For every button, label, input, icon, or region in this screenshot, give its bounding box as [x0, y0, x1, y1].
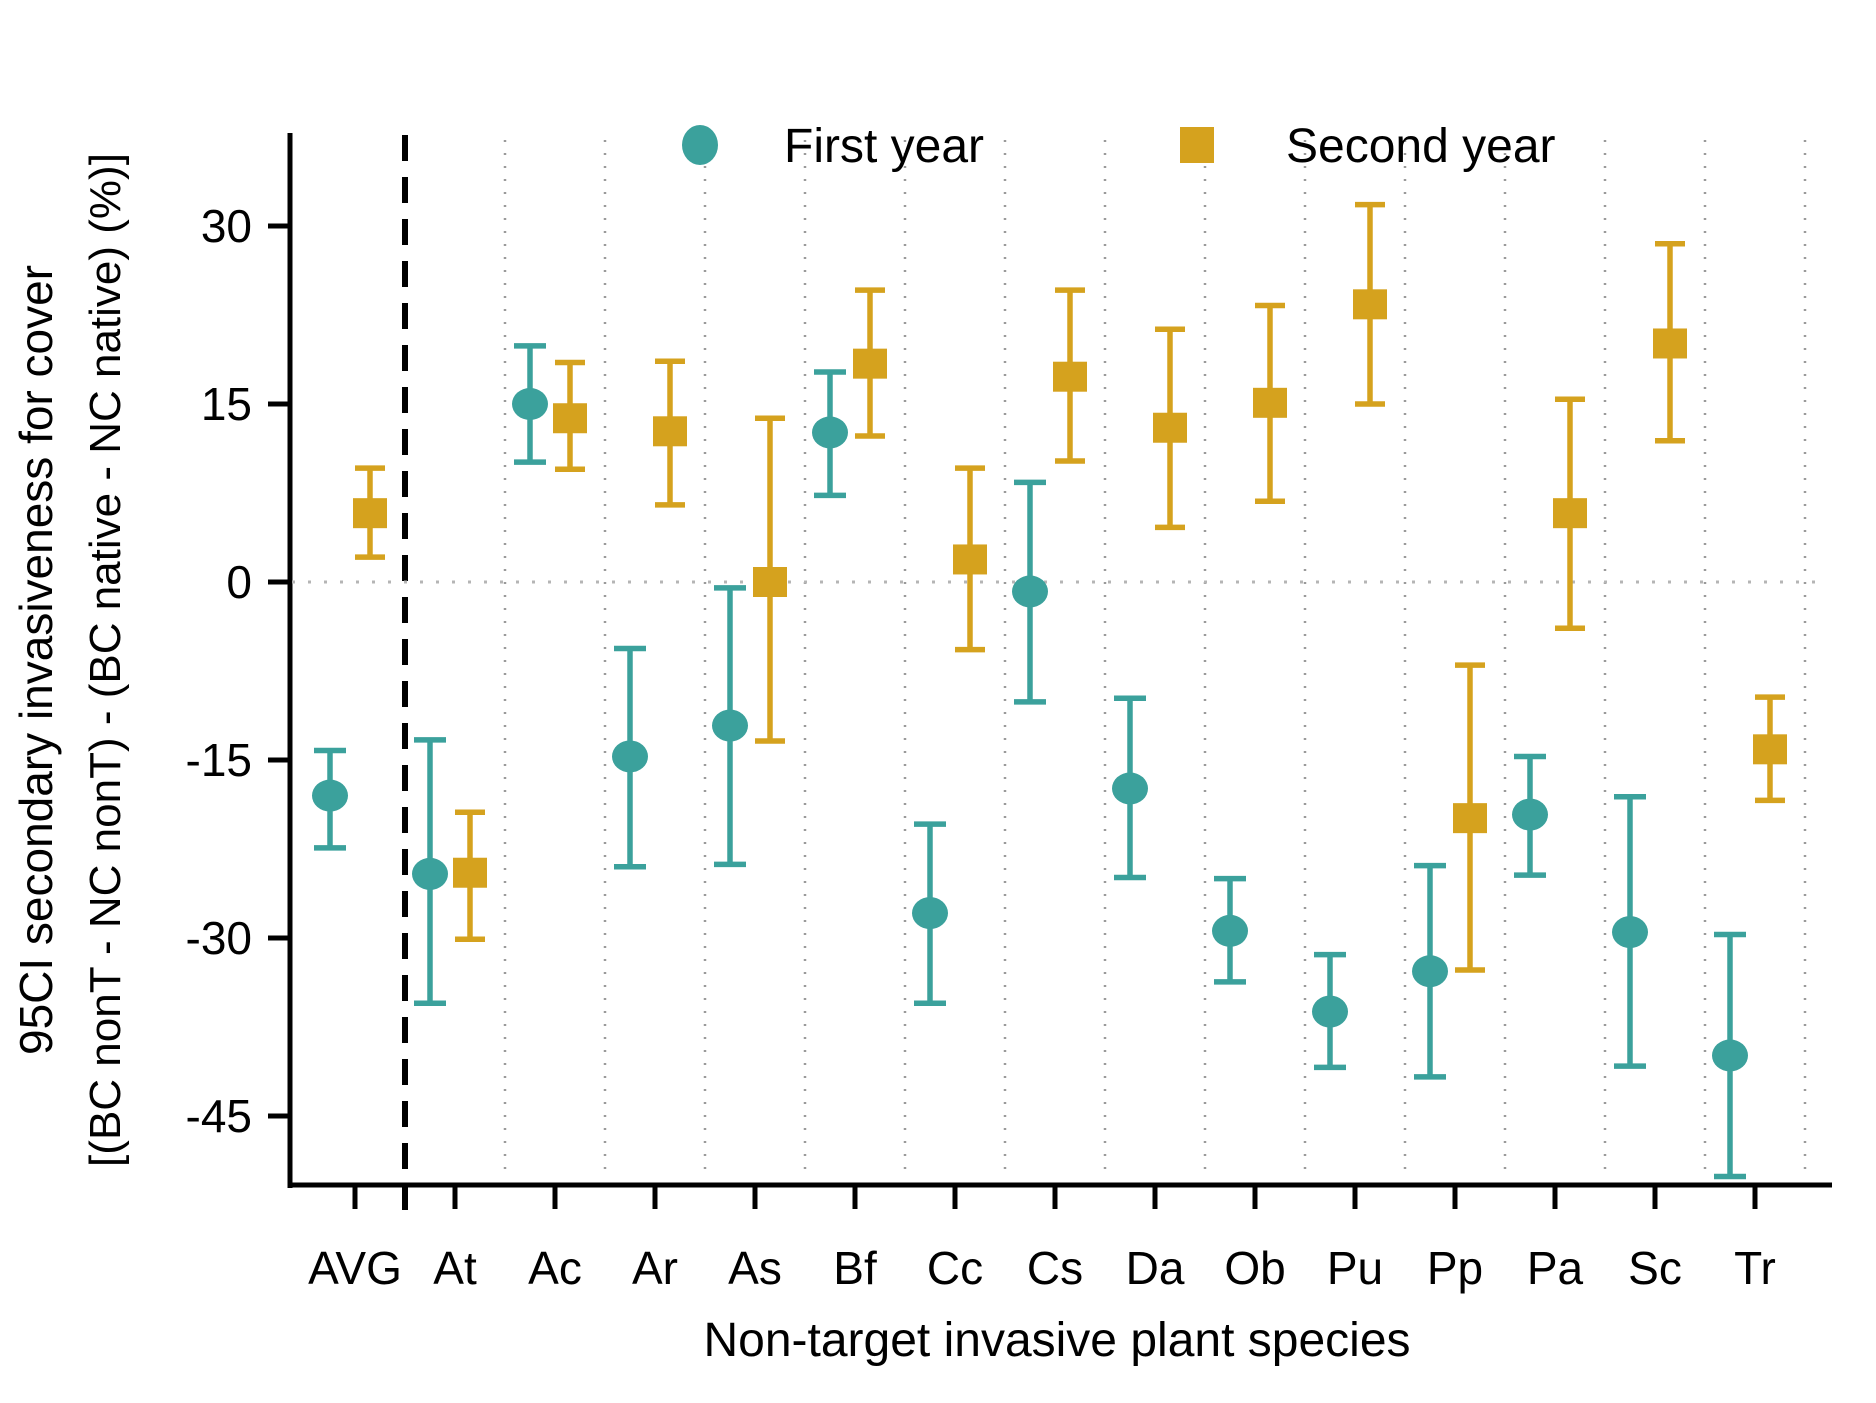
marker-second-year-ar [653, 416, 687, 447]
marker-second-year-pa [1553, 498, 1587, 529]
x-tick-label: As [728, 1242, 782, 1294]
plot-area: 30 15 0 -15 -30 -45 AVG At Ac Ar As Bf Cc Cs Da Ob Pu Pp P… [186, 135, 1820, 1294]
marker-second-year-bf [853, 348, 887, 379]
marker-second-year-da [1153, 412, 1187, 443]
legend-second-year-label: Second year [1286, 120, 1556, 173]
legend-first-year-marker-icon [682, 125, 718, 165]
y-tick-label: 0 [226, 556, 252, 608]
marker-first-year-sc [1612, 916, 1648, 949]
marker-first-year-cc [912, 897, 948, 930]
legend-first-year-label: First year [784, 120, 984, 173]
marker-first-year-pu [1312, 995, 1348, 1028]
y-tick-label: -30 [186, 912, 252, 964]
x-axis-title: Non-target invasive plant species [703, 1314, 1410, 1367]
x-tick-label: Ac [528, 1242, 582, 1294]
y-tick-label: -45 [186, 1090, 252, 1142]
y-tick-label: -15 [186, 734, 252, 786]
marker-first-year-avg [312, 779, 348, 812]
y-tick-label: 30 [201, 200, 252, 252]
marker-second-year-avg [353, 498, 387, 529]
legend-second-year-marker-icon [1180, 127, 1214, 163]
x-tick-label: Tr [1734, 1242, 1776, 1294]
x-tick-label: Ar [632, 1242, 678, 1294]
x-tick-label: Sc [1628, 1242, 1682, 1294]
marker-first-year-da [1112, 772, 1148, 805]
x-tick-label: Cc [927, 1242, 983, 1294]
marker-second-year-sc [1653, 328, 1687, 359]
x-tick-label: Pa [1527, 1242, 1584, 1294]
marker-first-year-pp [1412, 955, 1448, 988]
marker-second-year-cs [1053, 361, 1087, 392]
x-tick-label: Da [1126, 1242, 1185, 1294]
marker-second-year-ac [553, 403, 587, 434]
marker-second-year-ob [1253, 387, 1287, 418]
marker-first-year-ac [512, 387, 548, 420]
y-axis-title-line2: [(BC nonT - NC nonT) - (BC native - NC n… [81, 153, 130, 1167]
marker-second-year-pp [1453, 803, 1487, 834]
marker-second-year-at [453, 857, 487, 888]
marker-first-year-at [412, 857, 448, 890]
marker-first-year-bf [812, 416, 848, 449]
marker-first-year-cs [1012, 575, 1048, 608]
x-tick-label: Ob [1224, 1242, 1285, 1294]
x-tick-label: At [433, 1242, 477, 1294]
legend: First year Second year [682, 120, 1556, 173]
y-axis-title-line1: 95CI secondary invasiveness for cover [10, 265, 62, 1055]
marker-first-year-pa [1512, 798, 1548, 831]
marker-second-year-tr [1753, 734, 1787, 765]
x-tick-label: Bf [833, 1242, 877, 1294]
x-tick-label: Pp [1427, 1242, 1483, 1294]
marker-second-year-cc [953, 544, 987, 575]
x-tick-label: AVG [308, 1242, 402, 1294]
marker-second-year-as [753, 567, 787, 597]
marker-first-year-ob [1212, 914, 1248, 947]
marker-first-year-tr [1712, 1039, 1748, 1072]
x-tick-label: Cs [1027, 1242, 1083, 1294]
marker-second-year-pu [1353, 289, 1387, 320]
y-tick-label: 15 [201, 378, 252, 430]
marker-first-year-as [712, 709, 748, 742]
marker-first-year-ar [612, 740, 648, 773]
x-tick-label: Pu [1327, 1242, 1383, 1294]
